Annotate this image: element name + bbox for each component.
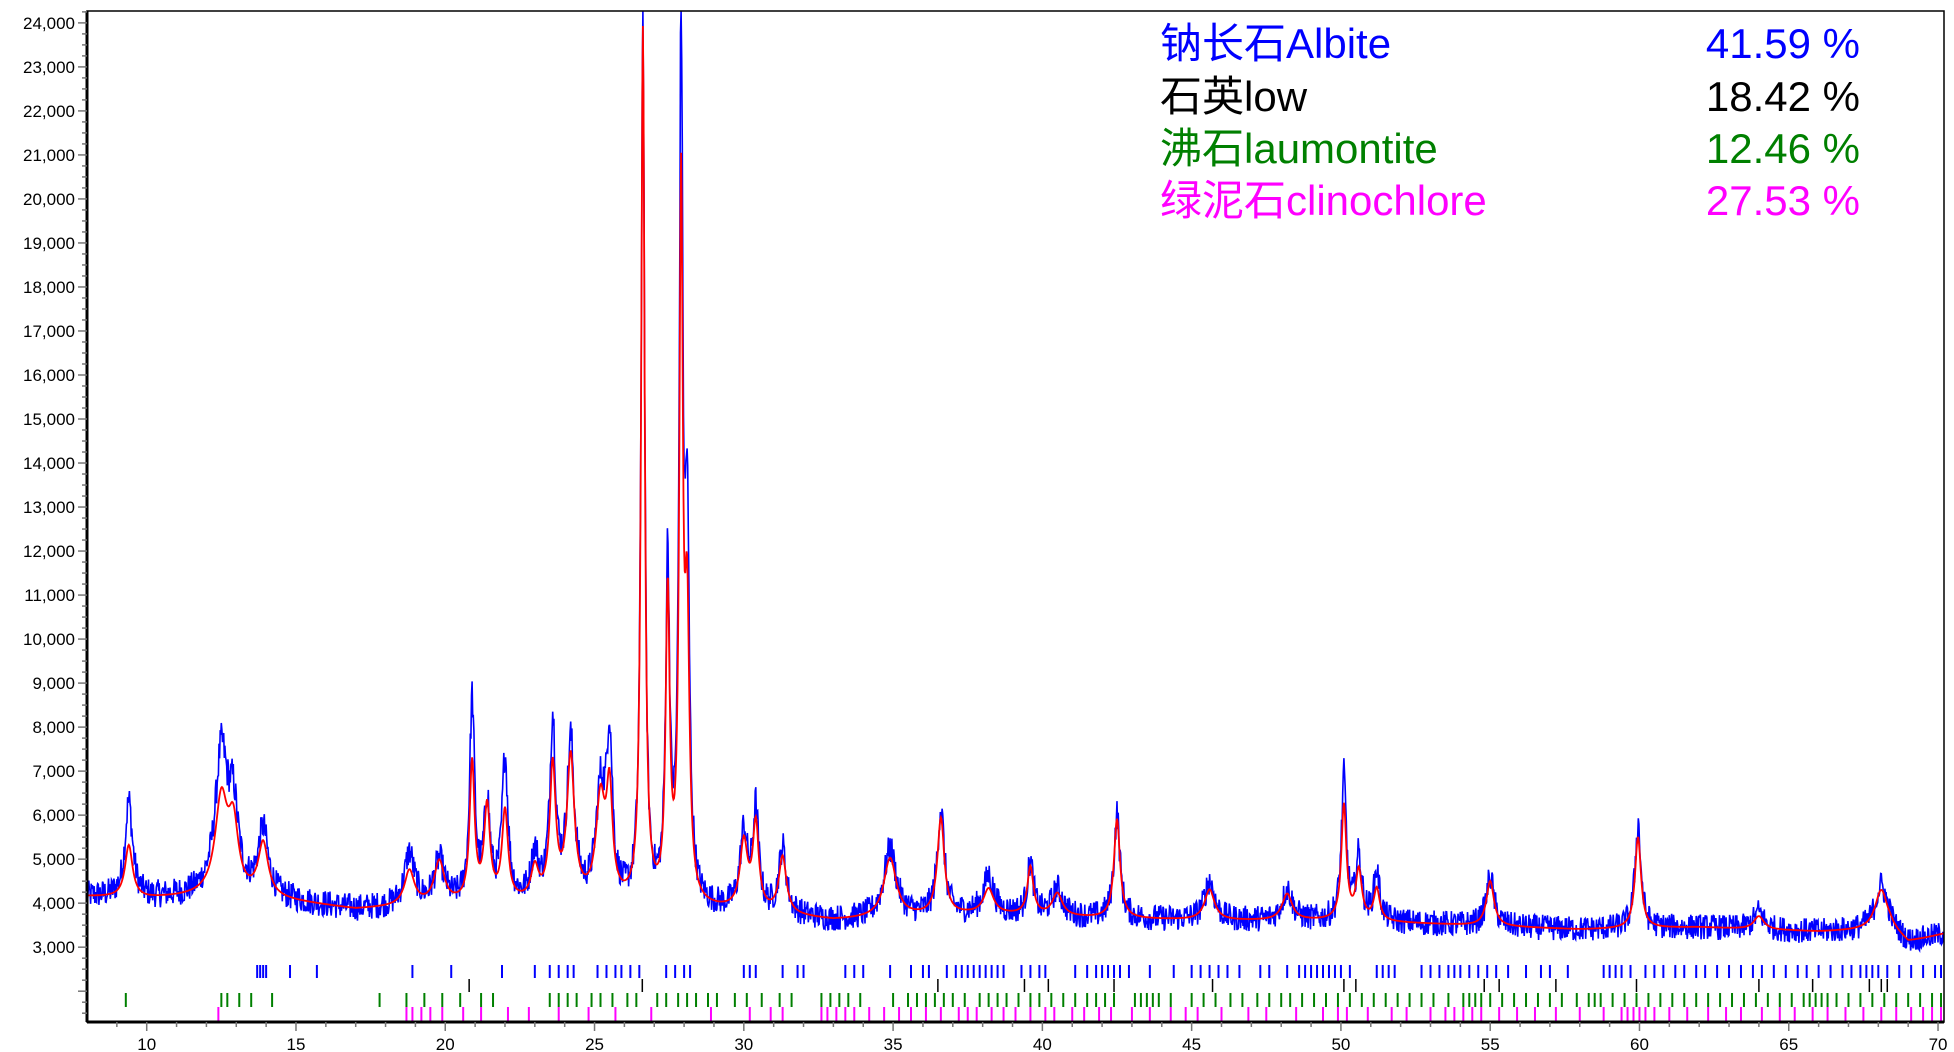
reflection-row-2 — [124, 993, 1943, 1007]
reflection-row-1 — [468, 979, 1889, 992]
y-tick-label: 12,000 — [23, 542, 75, 561]
calculated-series-line — [87, 25, 1944, 941]
y-tick-label: 7,000 — [32, 762, 75, 781]
x-tick-label: 60 — [1630, 1035, 1649, 1052]
legend-label-quartz: 石英low — [1160, 73, 1308, 120]
y-tick-label: 6,000 — [32, 806, 75, 825]
legend-value-clinochlore: 27.53 % — [1706, 177, 1860, 224]
y-tick-label: 21,000 — [23, 146, 75, 165]
x-tick-label: 40 — [1033, 1035, 1052, 1052]
reflection-row-3 — [217, 1007, 1943, 1021]
x-tick-label: 30 — [734, 1035, 753, 1052]
y-tick-label: 9,000 — [32, 674, 75, 693]
x-tick-label: 45 — [1182, 1035, 1201, 1052]
plot-frame — [86, 10, 1945, 1023]
x-tick-label: 20 — [436, 1035, 455, 1052]
y-tick-label: 4,000 — [32, 894, 75, 913]
x-tick-label: 50 — [1331, 1035, 1350, 1052]
y-tick-label: 22,000 — [23, 102, 75, 121]
y-tick-label: 13,000 — [23, 498, 75, 517]
y-tick-label: 3,000 — [32, 938, 75, 957]
x-tick-label: 70 — [1929, 1035, 1948, 1052]
legend-value-albite: 41.59 % — [1706, 20, 1860, 67]
y-tick-label: 19,000 — [23, 234, 75, 253]
y-tick-label: 18,000 — [23, 278, 75, 297]
y-tick-label: 17,000 — [23, 322, 75, 341]
x-tick-label: 10 — [137, 1035, 156, 1052]
x-tick-label: 25 — [585, 1035, 604, 1052]
legend-label-albite: 钠长石Albite — [1160, 20, 1391, 67]
x-tick-label: 35 — [884, 1035, 903, 1052]
legend-label-laumontite: 沸石laumontite — [1160, 125, 1438, 172]
x-tick-label: 65 — [1779, 1035, 1798, 1052]
y-tick-label: 23,000 — [23, 58, 75, 77]
plot-curves — [86, 10, 1945, 953]
y-tick-label: 24,000 — [23, 14, 75, 33]
y-tick-label: 16,000 — [23, 366, 75, 385]
legend-label-clinochlore: 绿泥石clinochlore — [1160, 177, 1487, 224]
reflection-row-0 — [256, 965, 1943, 978]
y-tick-label: 20,000 — [23, 190, 75, 209]
y-tick-label: 11,000 — [24, 586, 75, 605]
axes: 3,000 4,000 5,000 6,000 7,000 8,000 9,000 10,00… — [23, 10, 1948, 1052]
y-tick-label: 10,000 — [23, 630, 75, 649]
legend-value-laumontite: 12.46 % — [1706, 125, 1860, 172]
phase-reflection-markers — [124, 965, 1943, 1021]
y-tick-label: 15,000 — [23, 410, 75, 429]
x-tick-label: 15 — [287, 1035, 306, 1052]
observed-series-line — [86, 10, 1945, 953]
x-tick-label: 55 — [1481, 1035, 1500, 1052]
y-tick-label: 5,000 — [32, 850, 75, 869]
y-tick-label: 14,000 — [23, 454, 75, 473]
legend: 钠长石Albite 41.59 % 石英low 18.42 % 沸石laumon… — [1160, 20, 1860, 224]
y-tick-label: 8,000 — [32, 718, 75, 737]
legend-value-quartz: 18.42 % — [1706, 73, 1860, 120]
